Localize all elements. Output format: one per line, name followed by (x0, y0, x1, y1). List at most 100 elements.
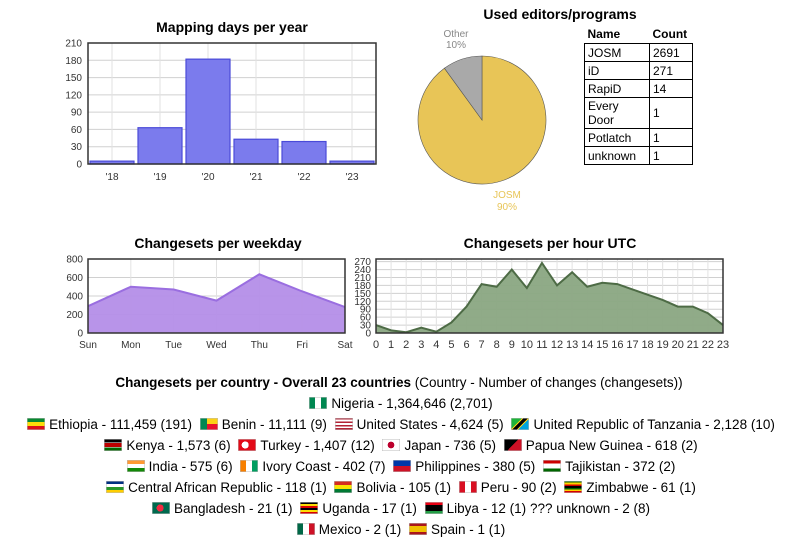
editor-count: 14 (649, 79, 693, 98)
table-row: Potlatch 1 (584, 128, 693, 147)
x-tick-label: 19 (657, 339, 669, 351)
table-row: unknown 1 (584, 146, 693, 165)
y-tick-label: 200 (66, 310, 83, 321)
country-entry: United Republic of Tanzania - 2,128 (10) (533, 417, 775, 432)
countries-heading: Changesets per country - Overall 23 coun… (0, 372, 798, 393)
x-tick-label: 21 (687, 339, 699, 351)
flag-icon (104, 439, 123, 451)
plot-frame (87, 258, 346, 334)
y-tick-label: 800 (66, 255, 83, 266)
country-entry: Mexico - 2 (1) (318, 522, 402, 537)
editors-table-header: Name Count (585, 26, 693, 44)
count-header: Count (652, 27, 688, 41)
name-header: Name (587, 27, 621, 41)
bar (185, 58, 231, 165)
flag-icon (543, 460, 562, 472)
flag-icon (393, 460, 412, 472)
x-tick-label: 18 (641, 339, 653, 351)
flag-icon (126, 460, 145, 472)
country-entry: ??? unknown - 2 (8) (529, 501, 651, 516)
y-tick-label: 600 (66, 273, 83, 284)
x-tick-label: 16 (611, 339, 623, 351)
slice-percent: 90% (497, 202, 517, 213)
y-tick-label: 30 (360, 321, 372, 332)
x-tick-label: 13 (566, 339, 578, 351)
flag-icon (334, 481, 353, 493)
country-row: Kenya - 1,573 (6) Turkey - 1,407 (12) Ja… (0, 435, 798, 456)
x-tick-label: '23 (345, 172, 358, 183)
slice-label: Other (443, 29, 469, 40)
country-entry: Central African Republic - 118 (1) (128, 480, 327, 495)
x-tick-label: Tue (165, 340, 182, 351)
y-tick-label: 210 (65, 39, 82, 50)
editor-count: 1 (649, 128, 693, 147)
y-tick-label: 400 (66, 292, 83, 303)
country-row: Ethiopia - 111,459 (191) Benin - 11,111 … (0, 414, 798, 435)
flag-icon (238, 439, 257, 451)
x-tick-label: 14 (581, 339, 593, 351)
editor-name: iD (584, 61, 650, 80)
weekday-title: Changesets per weekday (134, 235, 302, 251)
countries-section: Changesets per country - Overall 23 coun… (0, 372, 798, 540)
editors-title: Used editors/programs (483, 6, 637, 22)
x-tick-label: Mon (121, 340, 140, 351)
country-entry: United States - 4,624 (5) (356, 417, 504, 432)
countries-heading-note: (Country - Number of changes (changesets… (410, 375, 683, 390)
editor-count: 1 (649, 97, 693, 129)
slice-percent: 10% (446, 40, 466, 51)
y-tick-label: 150 (354, 289, 371, 300)
country-entry: Japan - 736 (5) (404, 438, 497, 453)
country-row: Bangladesh - 21 (1) Uganda - 17 (1) Liby… (0, 498, 798, 519)
x-tick-label: 5 (448, 339, 454, 351)
pie-slice (417, 55, 547, 185)
flag-icon (296, 523, 315, 535)
country-entry: India - 575 (6) (148, 459, 233, 474)
table-row: iD 271 (584, 61, 693, 80)
flag-icon (309, 397, 328, 409)
series-line (375, 261, 724, 334)
table-row: JOSM 2691 (584, 43, 693, 62)
y-tick-label: 0 (77, 329, 83, 340)
x-tick-label: 2 (403, 339, 409, 351)
flag-icon (240, 460, 259, 472)
series-line (87, 273, 346, 309)
editor-count: 2691 (649, 43, 693, 62)
x-tick-label: 22 (702, 339, 714, 351)
x-tick-label: '20 (201, 172, 214, 183)
x-tick-label: 17 (626, 339, 638, 351)
editor-name: JOSM (584, 43, 650, 62)
x-tick-label: 11 (536, 339, 547, 351)
flag-icon (503, 439, 522, 451)
x-tick-label: Wed (206, 340, 226, 351)
editor-count: 271 (649, 61, 693, 80)
x-tick-label: '18 (105, 172, 118, 183)
x-tick-label: '21 (249, 172, 262, 183)
y-tick-label: 180 (65, 56, 82, 67)
hourly-title: Changesets per hour UTC (463, 235, 637, 251)
country-entry: Libya - 12 (1) (446, 501, 527, 516)
y-tick-label: 90 (71, 108, 83, 119)
y-tick-label: 210 (354, 273, 371, 284)
editor-name: Potlatch (584, 128, 650, 147)
table-row: Every Door 1 (584, 97, 693, 129)
x-tick-label: 7 (479, 339, 485, 351)
flag-icon (409, 523, 427, 535)
country-entry: Benin - 11,111 (9) (221, 417, 327, 432)
editor-name: RapiD (584, 79, 650, 98)
editors-table: Name Count JOSM 2691 iD 271 RapiD 14 Every … (584, 26, 693, 165)
y-tick-label: 90 (360, 305, 372, 316)
y-tick-label: 120 (354, 297, 371, 308)
x-tick-label: 8 (494, 339, 500, 351)
flag-icon (27, 418, 46, 430)
x-tick-label: '19 (153, 172, 166, 183)
y-tick-label: 150 (65, 73, 82, 84)
editor-count: 1 (649, 146, 693, 165)
flag-icon (564, 481, 583, 493)
flag-icon (151, 502, 170, 514)
country-row: Mexico - 2 (1) Spain - 1 (1) (0, 519, 798, 540)
country-entry: Kenya - 1,573 (6) (126, 438, 231, 453)
countries-heading-bold: Changesets per country - Overall 23 coun… (115, 375, 411, 390)
y-tick-label: 30 (71, 142, 83, 153)
